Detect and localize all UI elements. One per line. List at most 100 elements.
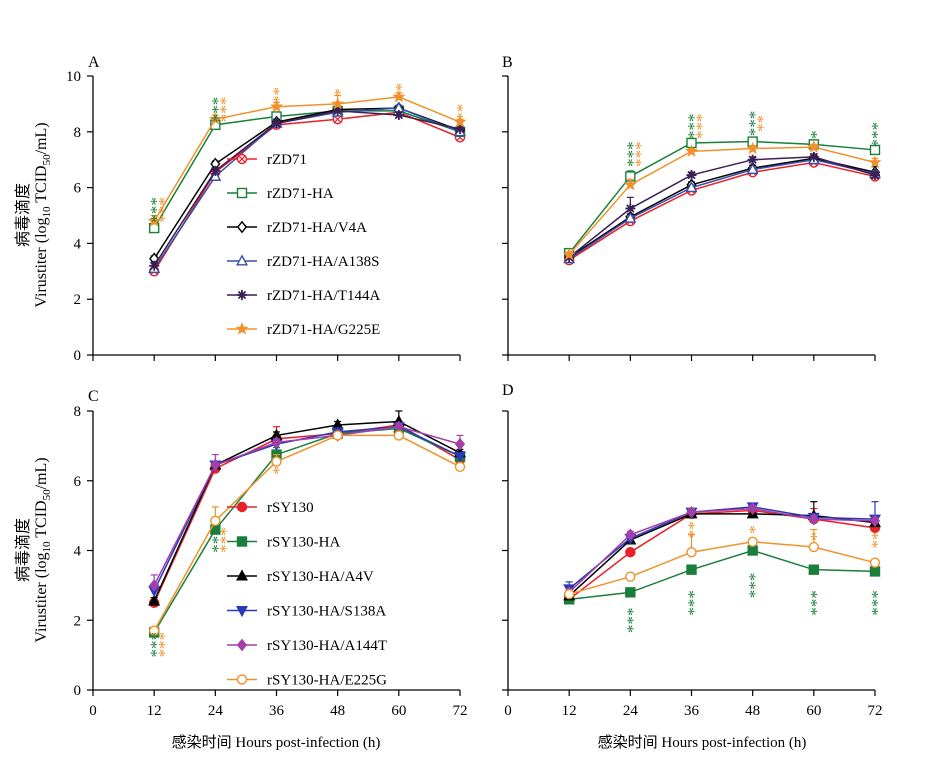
significance-marker: *** (741, 111, 760, 136)
y-axis-title-part: 50 (41, 154, 53, 166)
significance-marker: * (741, 525, 760, 534)
y-axis-title-part: /mL) (33, 457, 50, 489)
legend-label: rZD71-HA/T144A (267, 288, 380, 304)
data-point (869, 514, 881, 528)
data-point-shape (808, 541, 820, 553)
legend-swatch-marker (236, 220, 248, 234)
y-tick-label: 6 (74, 181, 82, 197)
data-point-shape (625, 587, 636, 598)
data-point-shape (747, 536, 758, 547)
data-point (271, 436, 282, 449)
significance-marker: *** (863, 590, 882, 616)
significance-marker: *** (142, 632, 161, 658)
panel-label: A (88, 54, 100, 71)
legend-swatch-marker (236, 536, 248, 547)
legend-swatch-marker-shape (236, 638, 248, 652)
series-rSY130-HA/S138A (563, 501, 881, 596)
data-point-shape (807, 140, 821, 153)
y-axis-title-part: Virustiter (log (33, 552, 50, 642)
data-point (869, 566, 881, 577)
series-line (568, 507, 876, 593)
data-point-shape (149, 579, 160, 592)
significance-marker: *** (688, 113, 707, 139)
significance-marker: *** (680, 590, 699, 616)
data-point-shape (148, 625, 160, 636)
legend: rZD71 rZD71-HA rZD71-HA/V4A rZD71-HA/A138S r… (227, 152, 380, 338)
data-point-shape (686, 505, 697, 519)
data-point-shape (808, 151, 819, 162)
panel-label: D (502, 382, 514, 399)
legend-label: rZD71 (267, 152, 307, 168)
data-point-shape (868, 155, 882, 169)
data-point-shape (870, 170, 880, 181)
panel-label: C (88, 388, 99, 405)
significance-text: *** (680, 113, 699, 139)
series-rZD71-HA/A138S (563, 153, 881, 264)
legend-swatch-marker (236, 674, 248, 685)
panel-label: B (502, 54, 513, 71)
y-axis-title-cn: 病毒滴度 (13, 518, 32, 582)
data-point (453, 115, 467, 128)
significance-text: *** (618, 141, 637, 167)
data-point (149, 579, 160, 592)
data-point (625, 528, 636, 542)
data-point (624, 211, 637, 223)
y-axis-title-en: Virustiter (log10 TCID50/mL) (33, 457, 53, 642)
data-point-shape (271, 436, 282, 449)
data-point (271, 118, 282, 129)
legend-label: rSY130-HA (267, 535, 340, 551)
legend-label: rZD71-HA/G225E (267, 322, 380, 338)
data-point-shape (392, 90, 406, 103)
x-tick-label: 24 (623, 703, 639, 719)
data-point-cross (334, 115, 342, 123)
x-tick-label: 48 (330, 703, 345, 719)
data-point (454, 451, 466, 464)
data-point-shape (149, 260, 160, 271)
significance-text: *** (150, 197, 169, 223)
data-point (332, 430, 343, 441)
data-point (392, 90, 406, 103)
data-point-shape (869, 557, 881, 568)
data-point-shape (685, 144, 698, 157)
y-tick-label: 8 (74, 404, 82, 420)
series-line (153, 434, 461, 632)
data-point-shape (686, 547, 697, 558)
significance-text: *** (150, 632, 169, 658)
significance-marker: *** (203, 527, 222, 553)
significance-marker: ** (863, 532, 882, 549)
data-point (210, 165, 221, 176)
data-point-shape (393, 110, 404, 121)
legend-item: rSY130 (227, 500, 314, 516)
series-line (568, 541, 876, 595)
legend-swatch-marker-shape (236, 187, 248, 199)
data-point (149, 260, 160, 271)
data-point-shape (746, 141, 760, 155)
data-point (563, 588, 575, 600)
series-rZD71-HA (563, 136, 881, 259)
y-tick-label: 10 (66, 69, 81, 85)
series-line (153, 424, 461, 604)
data-point (331, 97, 345, 110)
data-point (623, 177, 637, 191)
significance-text: * (265, 466, 284, 475)
data-point (625, 547, 636, 558)
data-point (686, 505, 697, 519)
legend-swatch-marker-shape (237, 290, 247, 300)
data-point (808, 541, 820, 553)
y-tick-label: 8 (74, 125, 82, 141)
significance-text: *** (618, 608, 637, 634)
data-point (747, 536, 758, 547)
legend-item: rZD71-HA/A138S (227, 254, 380, 270)
significance-text: *** (688, 113, 707, 139)
data-point-shape (454, 461, 466, 472)
data-point-shape (686, 170, 697, 181)
data-point-shape (625, 547, 636, 558)
series-line (568, 158, 876, 260)
y-axis-title-part: 10 (41, 541, 53, 553)
data-point-shape (623, 177, 637, 191)
data-point (746, 162, 759, 174)
data-point (625, 571, 636, 582)
data-point (685, 180, 698, 193)
